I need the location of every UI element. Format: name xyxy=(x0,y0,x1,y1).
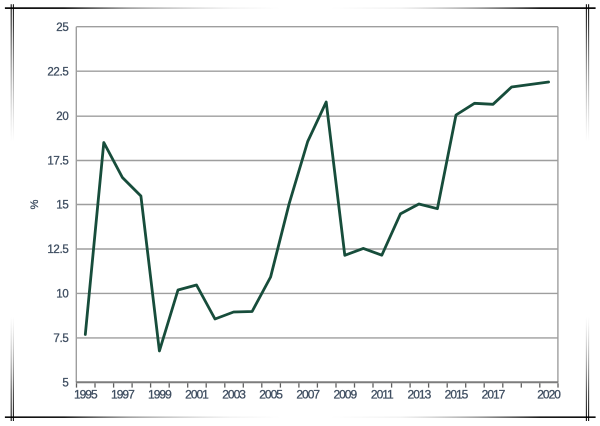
svg-text:5: 5 xyxy=(62,378,68,390)
svg-text:25: 25 xyxy=(56,22,68,34)
svg-text:2013: 2013 xyxy=(408,388,432,402)
svg-text:2007: 2007 xyxy=(296,388,320,402)
svg-text:2003: 2003 xyxy=(222,388,246,402)
svg-text:1999: 1999 xyxy=(148,388,172,402)
svg-text:2011: 2011 xyxy=(371,388,394,402)
svg-text:2005: 2005 xyxy=(259,388,283,402)
svg-text:20: 20 xyxy=(56,111,68,123)
svg-text:2015: 2015 xyxy=(445,388,469,402)
svg-text:10: 10 xyxy=(56,289,68,301)
svg-text:7.5: 7.5 xyxy=(53,333,68,345)
svg-text:1997: 1997 xyxy=(111,388,135,402)
svg-text:2017: 2017 xyxy=(482,388,506,402)
svg-text:2020: 2020 xyxy=(537,388,561,402)
svg-text:1995: 1995 xyxy=(74,388,98,402)
svg-text:12.5: 12.5 xyxy=(47,244,68,256)
svg-text:15: 15 xyxy=(56,200,68,212)
svg-text:2009: 2009 xyxy=(333,388,357,402)
svg-text:17.5: 17.5 xyxy=(47,155,68,167)
svg-text:22.5: 22.5 xyxy=(47,66,68,78)
svg-text:2001: 2001 xyxy=(185,388,209,402)
svg-text:%: % xyxy=(29,199,41,209)
